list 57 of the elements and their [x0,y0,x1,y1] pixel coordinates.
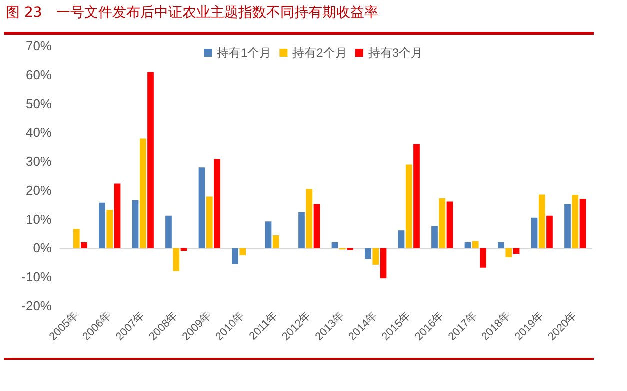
bar [580,199,586,248]
bar [214,159,220,248]
y-tick-label: 70% [26,38,52,54]
bar [114,184,121,248]
bar [572,195,579,248]
legend-label: 持有3个月 [368,46,424,60]
bar [472,241,479,248]
bar [306,189,313,248]
chart-title: 图 23 一号文件发布后中证农业主题指数不同持有期收益率 [6,4,378,22]
bar [414,144,420,248]
bar [106,210,114,248]
bar [372,248,380,265]
bar [206,196,213,248]
bar [148,72,154,248]
bar [538,194,546,248]
bar [480,248,486,268]
bar [232,248,238,264]
bar [198,168,206,248]
bar [432,226,438,248]
bar [73,229,80,248]
bar [180,248,188,252]
legend-label: 持有2个月 [292,46,348,60]
legend-label: 持有1个月 [216,46,272,60]
bar [265,222,272,248]
bar [99,202,106,248]
bar [272,236,280,248]
bar [365,248,372,260]
y-tick-label: 50% [26,96,52,112]
bar [498,242,504,248]
bar [298,212,305,248]
bar [513,248,520,254]
bar [464,242,472,248]
bar [546,216,553,248]
bar [506,248,512,258]
y-tick-label: 20% [26,182,52,198]
bar [314,204,320,248]
y-tick-label: 10% [26,212,52,227]
y-tick-label: 40% [26,125,52,140]
bar [140,138,146,248]
bar [531,218,538,248]
y-tick-label: -20% [22,298,52,314]
bar [173,248,180,272]
bar [380,248,387,279]
bar [406,164,412,248]
bar [439,198,446,248]
bar [564,204,571,248]
bar [166,216,172,248]
y-tick-label: 30% [26,154,52,170]
bar [240,248,246,256]
bar [132,200,139,248]
bar [81,242,88,248]
y-tick-label: -10% [22,270,52,285]
bar [332,242,338,248]
bar [446,202,454,248]
bar [398,230,405,248]
y-tick-label: 0% [33,240,52,256]
y-tick-label: 60% [26,67,52,82]
